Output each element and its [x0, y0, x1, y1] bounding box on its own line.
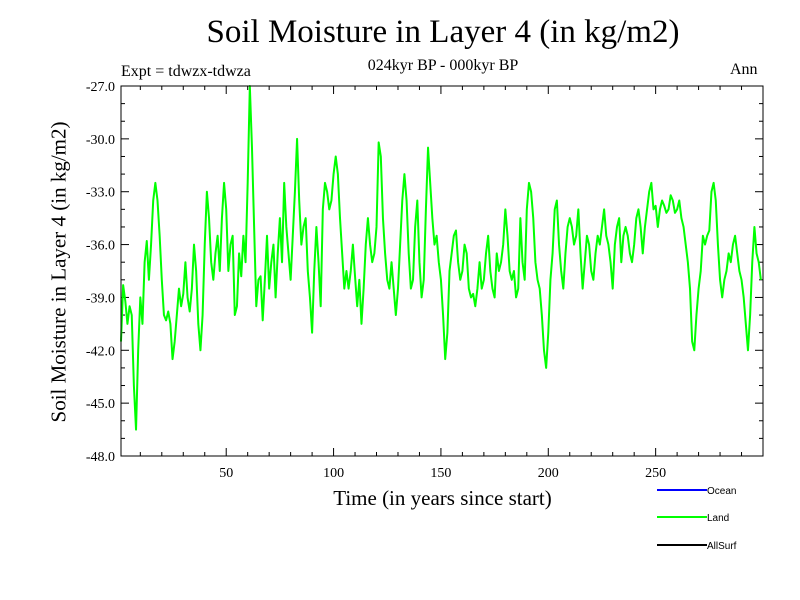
x-tick-label: 150 — [430, 466, 451, 481]
tick-labels: -27.0 -30.0 -33.0 -36.0 -39.0 -42.0 -45.0 -48.0… — [86, 80, 666, 481]
y-tick-label: -33.0 — [86, 186, 115, 201]
plot-frame — [120, 85, 764, 457]
legend-label-ocean: Ocean — [707, 486, 736, 497]
y-tick-label: -42.0 — [86, 344, 115, 359]
chart-title: Soil Moisture in Layer 4 (in kg/m2) — [206, 14, 680, 50]
x-axis-label: Time (in years since start) — [333, 486, 552, 510]
legend-label-land: Land — [707, 513, 729, 524]
y-tick-label: -36.0 — [86, 239, 115, 254]
chart-subtitle: 024kyr BP - 000kyr BP — [367, 57, 519, 74]
x-tick-label: 50 — [219, 466, 233, 481]
plot-series — [120, 85, 762, 431]
legend-label-allsurf: AllSurf — [707, 541, 737, 552]
axis-ticks — [121, 85, 764, 457]
y-tick-label: -39.0 — [86, 291, 115, 306]
y-tick-label: -27.0 — [86, 80, 115, 95]
y-tick-label: -30.0 — [86, 133, 115, 148]
experiment-label: Expt = tdwzx-tdwza — [121, 63, 251, 80]
x-tick-label: 200 — [538, 466, 559, 481]
x-tick-label: 100 — [323, 466, 344, 481]
legend: Ocean Land AllSurf — [657, 486, 737, 552]
season-label: Ann — [730, 61, 758, 78]
x-tick-label: 250 — [645, 466, 666, 481]
series-line-land — [120, 85, 762, 431]
y-tick-label: -45.0 — [86, 397, 115, 412]
y-tick-label: -48.0 — [86, 450, 115, 465]
